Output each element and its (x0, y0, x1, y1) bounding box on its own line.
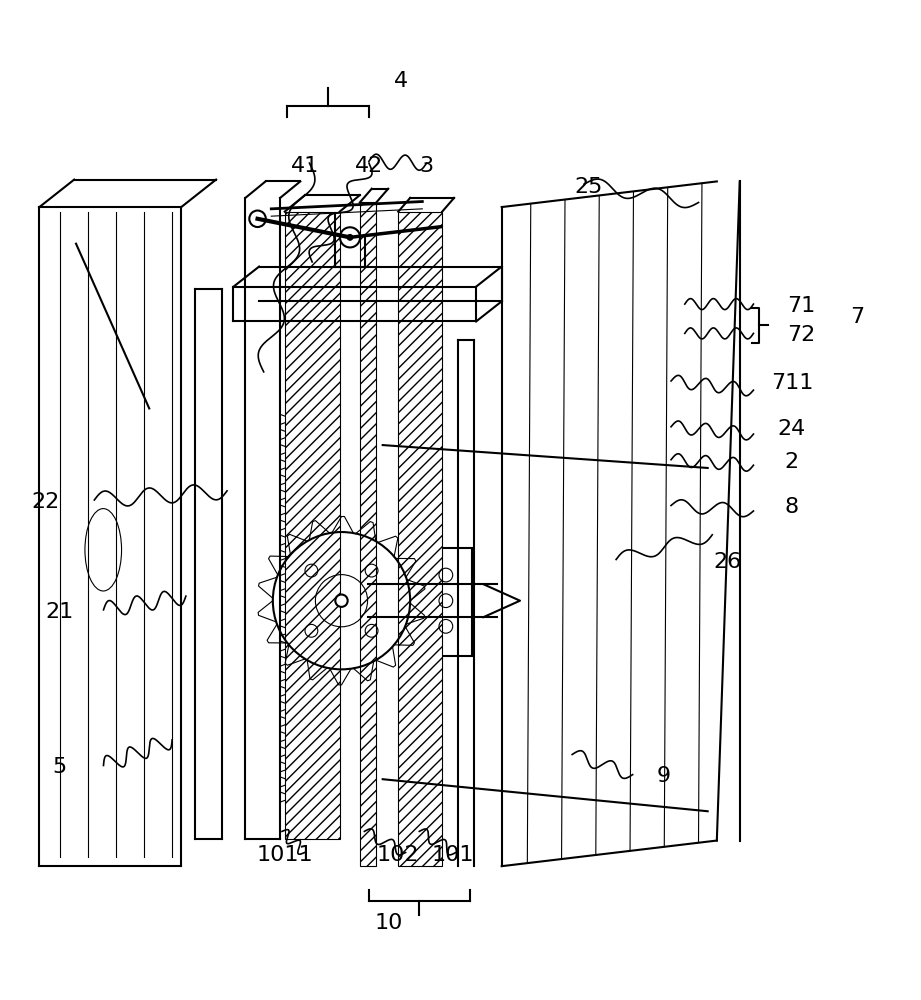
Text: 72: 72 (787, 325, 815, 345)
Bar (398, 212, 442, 866)
Bar (360, 202, 377, 866)
Circle shape (335, 595, 347, 607)
Text: 2: 2 (785, 452, 799, 472)
Text: 41: 41 (291, 156, 319, 176)
Text: 1011: 1011 (256, 845, 313, 865)
Text: 9: 9 (657, 766, 670, 786)
Bar (419, 548, 472, 656)
Text: 71: 71 (787, 296, 815, 316)
Text: 3: 3 (420, 156, 434, 176)
Text: 711: 711 (771, 373, 813, 393)
Text: 42: 42 (355, 156, 383, 176)
Text: 25: 25 (575, 177, 603, 197)
Text: 101: 101 (432, 845, 474, 865)
Text: 21: 21 (45, 602, 74, 622)
Text: 10: 10 (375, 913, 403, 933)
Text: 7: 7 (850, 307, 864, 327)
Text: 5: 5 (52, 757, 66, 777)
Circle shape (347, 235, 353, 240)
Bar (285, 212, 340, 839)
Text: 102: 102 (377, 845, 419, 865)
Text: 24: 24 (777, 419, 806, 439)
Text: 8: 8 (785, 497, 799, 517)
Text: 26: 26 (714, 552, 742, 572)
Text: 4: 4 (394, 71, 408, 91)
Text: 22: 22 (31, 492, 60, 512)
